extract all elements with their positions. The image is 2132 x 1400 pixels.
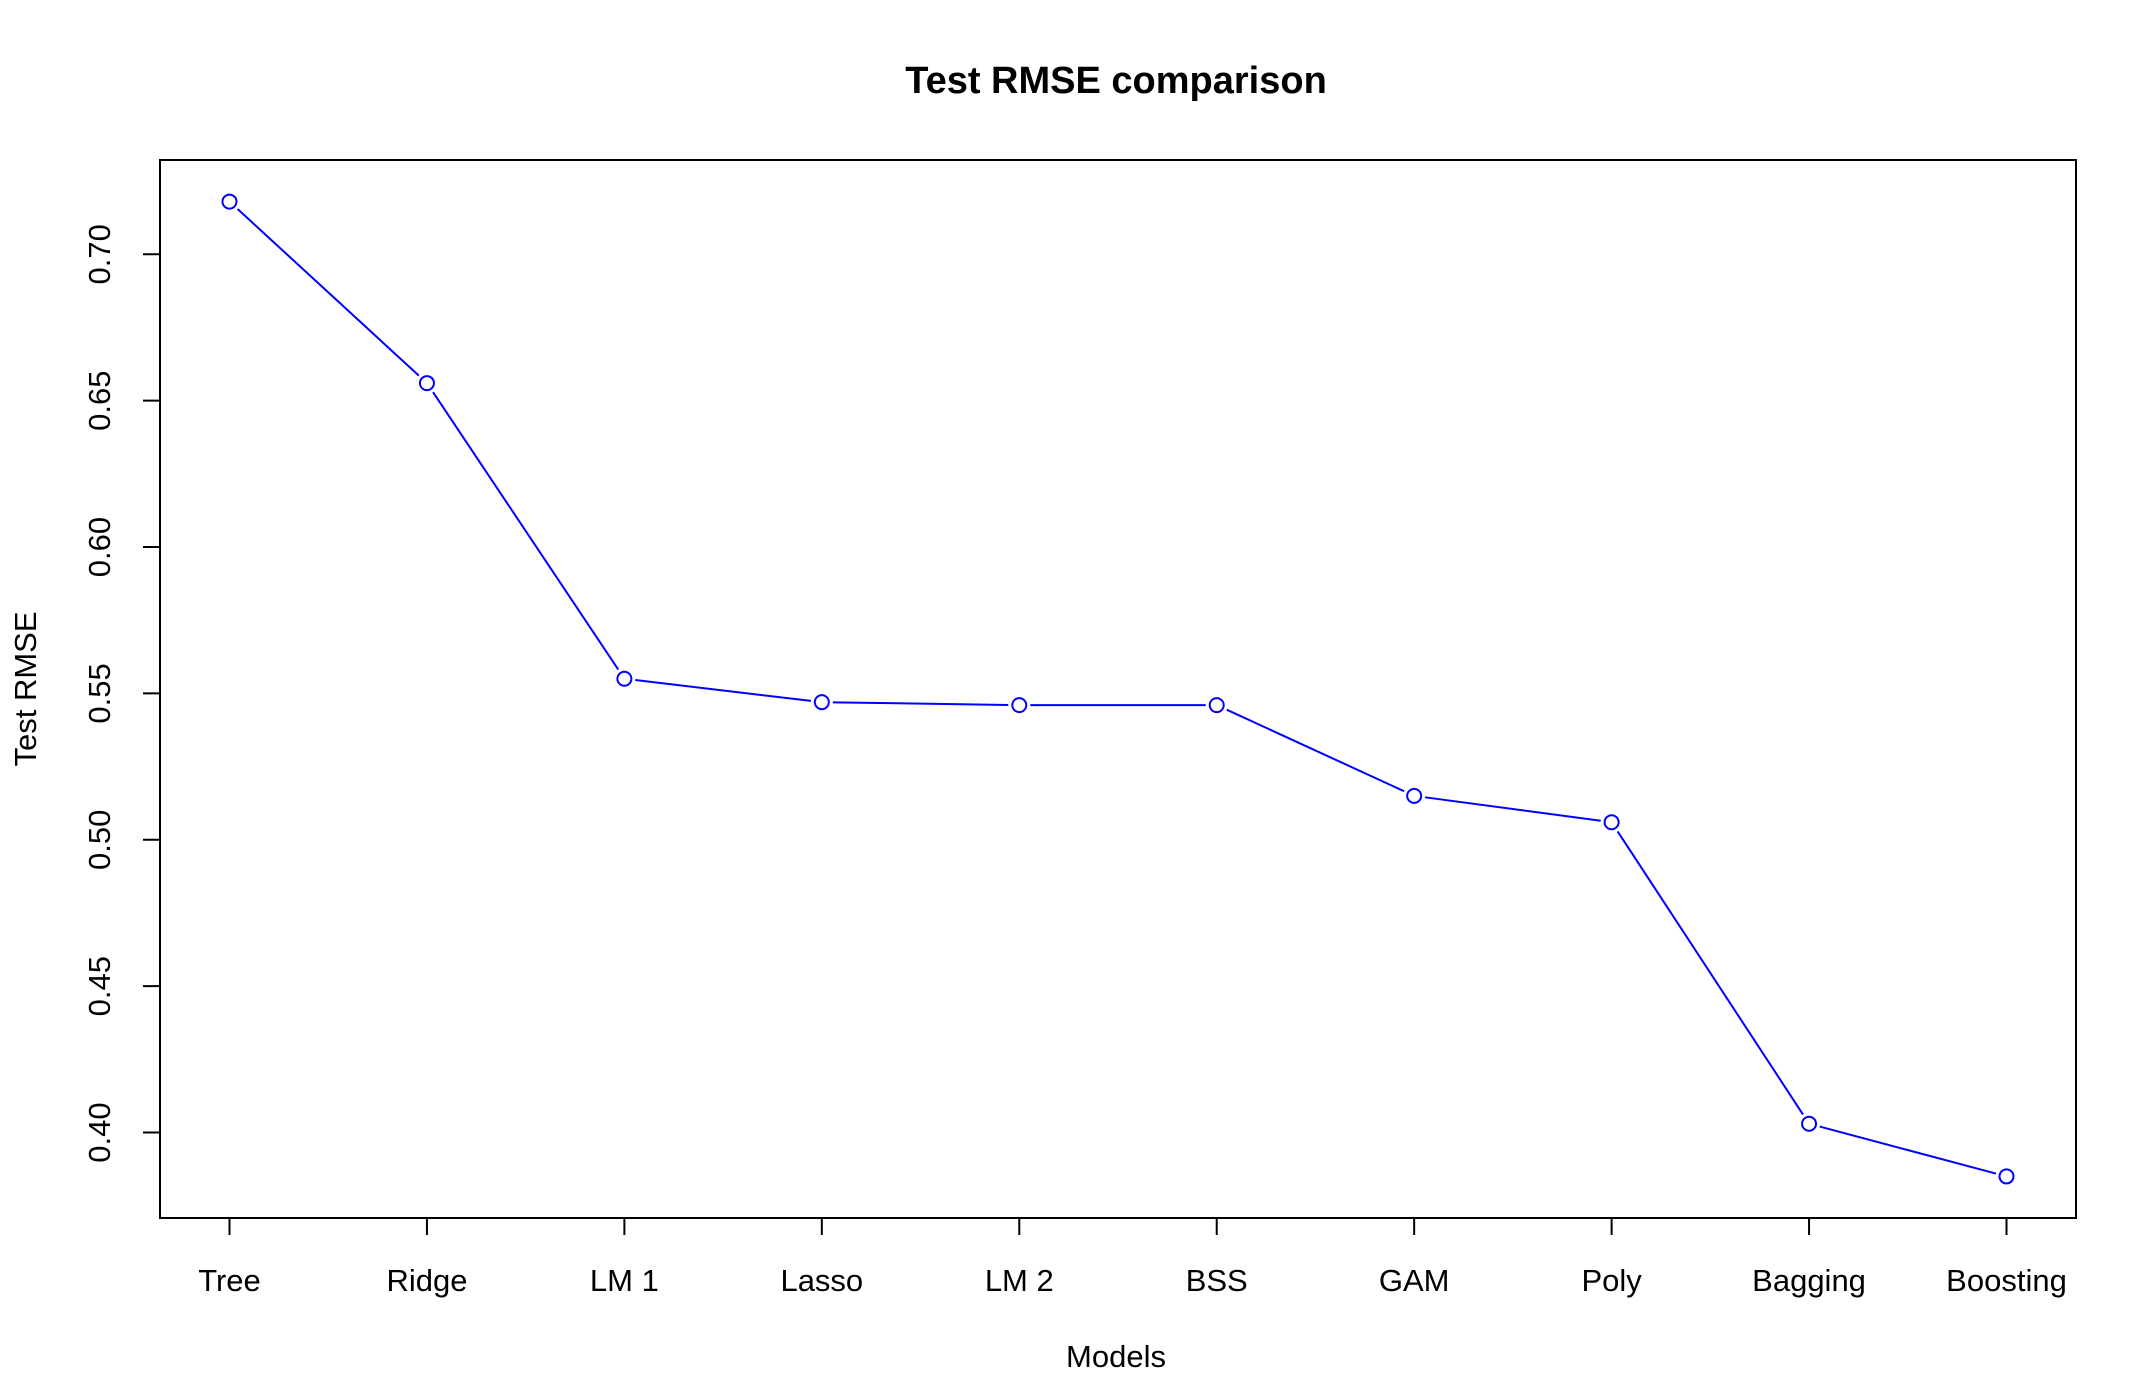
y-tick-label: 0.70 (82, 224, 117, 284)
x-tick-label: Tree (198, 1263, 261, 1298)
y-tick-label: 0.45 (82, 956, 117, 1016)
data-point-tree[interactable] (221, 193, 238, 210)
series-line-segment (1226, 708, 1405, 793)
y-tick-label: 0.55 (82, 663, 117, 723)
x-tick-label: Ridge (386, 1263, 467, 1298)
data-point-bss[interactable] (1208, 697, 1225, 714)
series-line-segment (1424, 796, 1601, 822)
y-tick-label: 0.40 (82, 1102, 117, 1162)
x-axis-title: Models (1066, 1339, 1166, 1374)
data-point-ridge[interactable] (418, 375, 435, 392)
data-point-lasso[interactable] (813, 694, 830, 711)
series-line-segment (236, 208, 420, 377)
x-tick-label: LM 1 (590, 1263, 659, 1298)
y-axis-title: Test RMSE (8, 611, 43, 766)
series-line-segment (635, 679, 812, 702)
y-tick-label: 0.50 (82, 810, 117, 870)
data-series (221, 193, 2015, 1185)
x-tick-label: BSS (1186, 1263, 1248, 1298)
x-tick-label: Bagging (1752, 1263, 1866, 1298)
series-line-segment (1819, 1125, 1997, 1175)
y-tick-label: 0.60 (82, 517, 117, 577)
series-line-segment (432, 391, 620, 671)
chart-title: Test RMSE comparison (905, 60, 1327, 102)
x-tick-label: Lasso (780, 1263, 863, 1298)
x-axis-ticks: Tree Ridge LM 1 Lasso LM 2 BSS GAM Poly Bagging B… (198, 1218, 2067, 1298)
x-tick-label: Boosting (1946, 1263, 2067, 1298)
data-point-lm-1[interactable] (616, 670, 633, 687)
data-point-boosting[interactable] (1998, 1168, 2015, 1185)
x-tick-label: GAM (1379, 1263, 1450, 1298)
data-point-poly[interactable] (1603, 814, 1620, 831)
y-axis-ticks: 0.40 0.45 0.50 0.55 0.60 0.65 0.70 (82, 224, 160, 1163)
x-tick-label: Poly (1581, 1263, 1642, 1298)
series-line-segment (832, 701, 1009, 706)
data-point-bagging[interactable] (1801, 1115, 1818, 1132)
series-line-segment (1616, 830, 1804, 1116)
x-tick-label: LM 2 (985, 1263, 1054, 1298)
data-point-lm-2[interactable] (1011, 697, 1028, 714)
plot-area-frame (159, 159, 2077, 1219)
data-point-gam[interactable] (1406, 787, 1423, 804)
y-tick-label: 0.65 (82, 370, 117, 430)
